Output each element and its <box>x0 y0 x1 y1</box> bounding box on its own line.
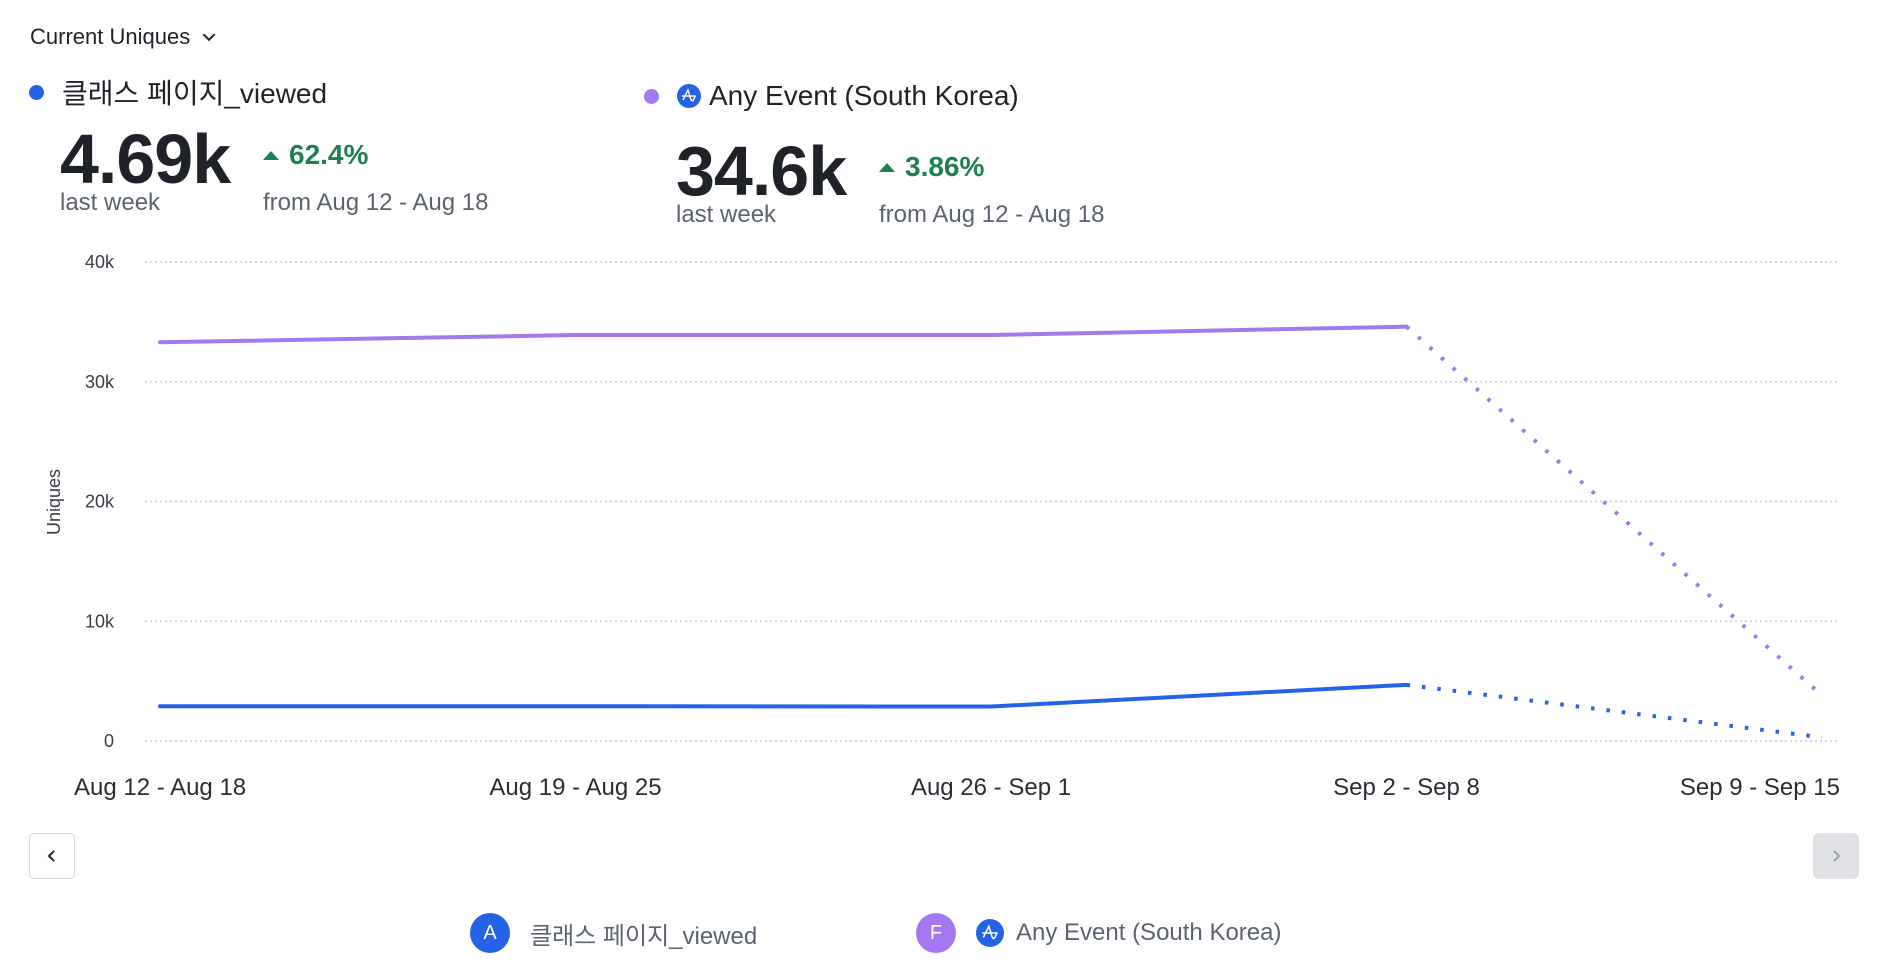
series-a-change: 62.4% <box>263 139 368 171</box>
chevron-down-icon <box>202 33 216 42</box>
y-tick-label: 40k <box>85 252 115 272</box>
series-f-compare: from Aug 12 - Aug 18 <box>879 201 1105 228</box>
series-a-color-dot <box>29 84 44 100</box>
series-f-name: Any Event (South Korea) <box>709 80 1019 111</box>
arrow-up-icon <box>879 162 895 172</box>
amplitude-icon <box>976 919 1004 947</box>
series-f-header: Any Event (South Korea) <box>644 80 1019 112</box>
x-tick-label: Sep 2 - Sep 8 <box>1333 774 1480 801</box>
x-tick-label: Aug 12 - Aug 18 <box>74 774 246 801</box>
chevron-right-icon <box>1833 850 1841 862</box>
previous-period-button[interactable] <box>29 833 75 879</box>
metric-selector-label: Current Uniques <box>30 24 191 49</box>
series-incomplete-segment-0 <box>1406 682 1823 740</box>
chevron-left-icon <box>47 850 55 862</box>
series-a-name: 클래스 페이지_viewed <box>62 78 328 109</box>
legend-label-f: Any Event (South Korea) <box>1016 919 1282 946</box>
y-tick-label: 20k <box>85 492 115 512</box>
series-f-color-dot <box>644 88 659 104</box>
series-a-period: last week <box>60 189 161 216</box>
series-a-change-value: 62.4% <box>289 139 369 170</box>
series-incomplete-segment-1 <box>1405 325 1824 697</box>
series-f-change: 3.86% <box>879 151 984 183</box>
series-a-value: 4.69k <box>60 120 231 198</box>
legend-item-f[interactable]: F Any Event (South Korea) <box>916 913 1281 953</box>
legend-item-a[interactable]: A 클래스 페이지_viewed <box>470 913 757 953</box>
metric-selector[interactable]: Current Uniques <box>30 24 218 50</box>
next-period-button[interactable] <box>1813 833 1859 879</box>
arrow-up-icon <box>263 150 279 160</box>
line-chart: Uniques 0 10k 20k 30k 40k Aug 12 - Aug 18 Aug… <box>44 252 1840 801</box>
series-f-value: 34.6k <box>676 132 847 210</box>
x-tick-label: Aug 26 - Sep 1 <box>911 774 1071 801</box>
y-tick-label: 30k <box>85 372 115 392</box>
y-axis-label: Uniques <box>44 469 64 535</box>
legend-label-a: 클래스 페이지_viewed <box>530 922 758 950</box>
x-tick-label: Sep 9 - Sep 15 <box>1680 774 1840 801</box>
series-line-0 <box>158 682 1409 709</box>
x-tick-label: Aug 19 - Aug 25 <box>489 774 661 801</box>
legend-badge-f: F <box>916 913 956 953</box>
series-f-period: last week <box>676 201 777 228</box>
series-line-1 <box>158 324 1409 345</box>
series-a-header: 클래스 페이지_viewed <box>29 72 327 112</box>
legend-badge-a: A <box>470 913 510 953</box>
series-f-change-value: 3.86% <box>905 151 985 182</box>
y-tick-label: 0 <box>104 731 114 751</box>
y-tick-label: 10k <box>85 611 115 631</box>
amplitude-icon <box>677 84 701 108</box>
series-a-compare: from Aug 12 - Aug 18 <box>263 189 489 216</box>
